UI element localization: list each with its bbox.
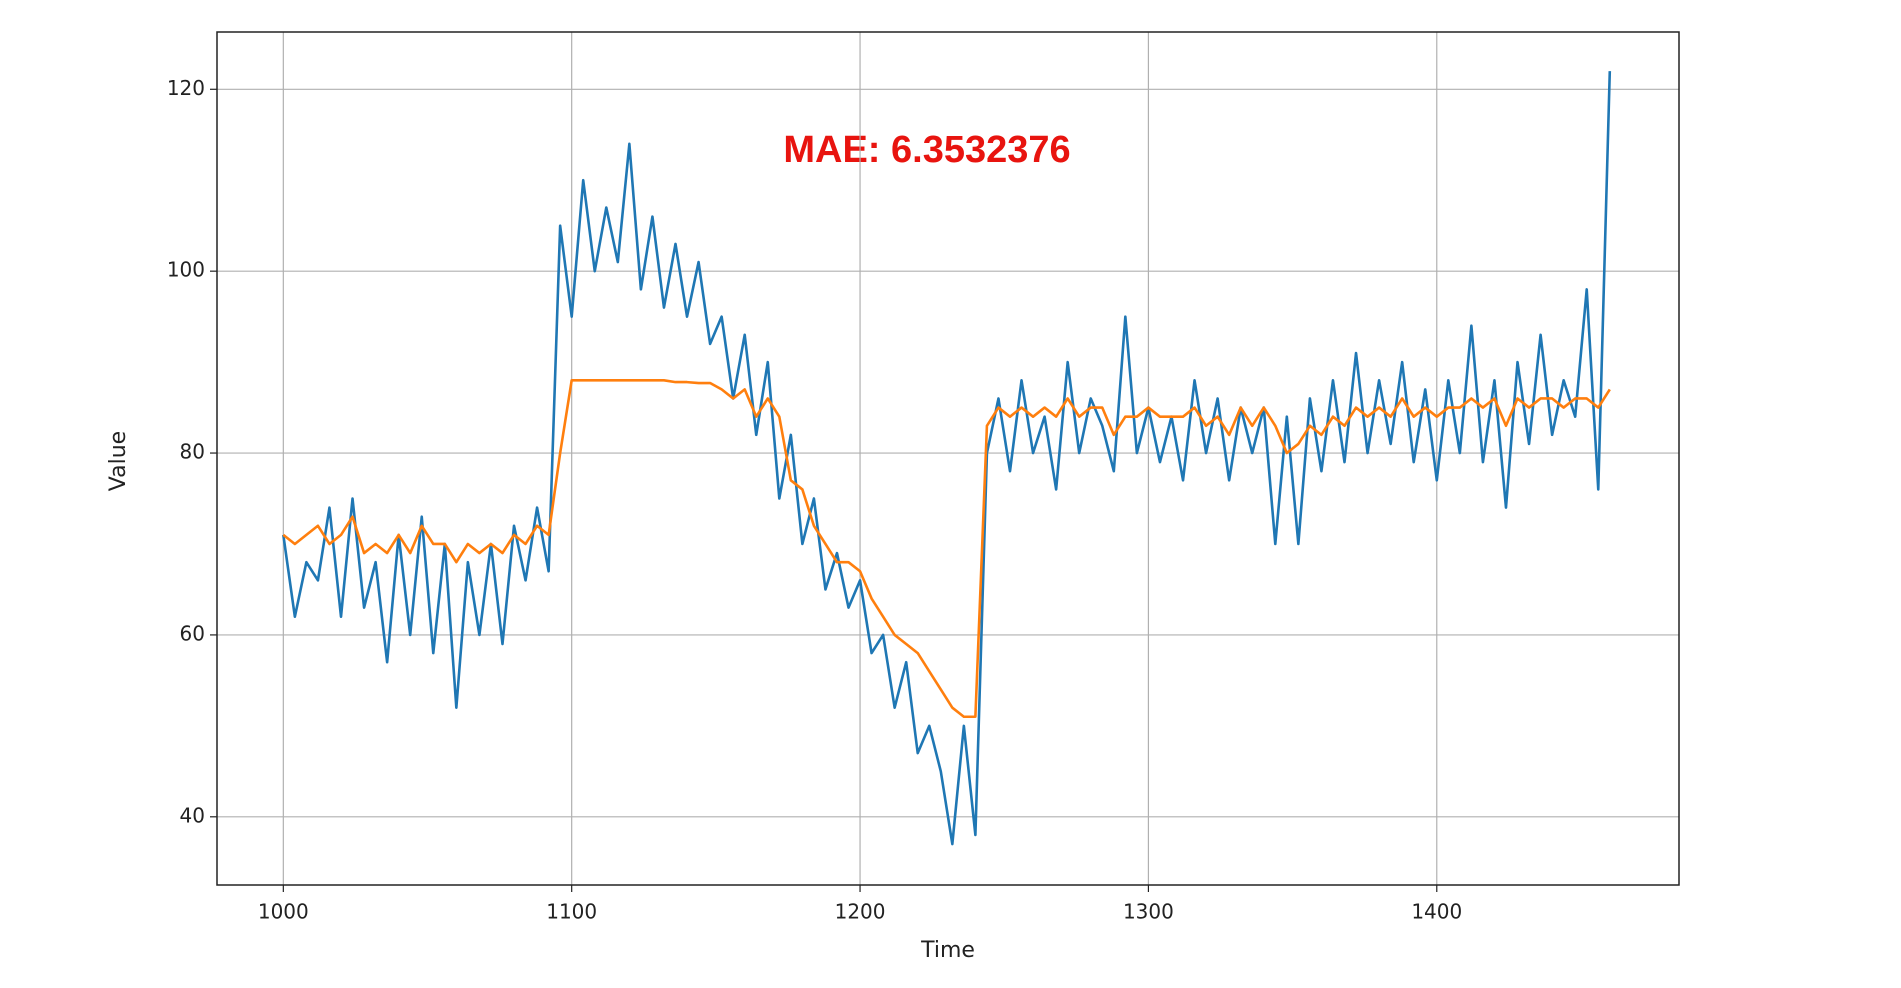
x-axis-label: Time bbox=[920, 938, 975, 963]
y-axis-label: Value bbox=[106, 431, 131, 491]
annotation: MAE: 6.3532376 bbox=[783, 129, 1070, 171]
y-tick-label: 40 bbox=[180, 803, 205, 827]
series-line bbox=[282, 378, 1611, 719]
y-tick-label: 120 bbox=[167, 76, 205, 100]
x-tick-label: 1300 bbox=[1123, 900, 1174, 924]
y-tick-label: 100 bbox=[167, 258, 205, 282]
y-tick-label: 80 bbox=[180, 440, 205, 464]
x-tick-label: 1200 bbox=[835, 900, 886, 924]
x-tick-label: 1000 bbox=[258, 900, 309, 924]
x-tick-label: 1400 bbox=[1411, 900, 1462, 924]
x-tick-label: 1100 bbox=[546, 900, 597, 924]
series-line bbox=[282, 71, 1612, 846]
plot-frame bbox=[216, 31, 1680, 886]
y-tick-label: 60 bbox=[180, 621, 205, 645]
